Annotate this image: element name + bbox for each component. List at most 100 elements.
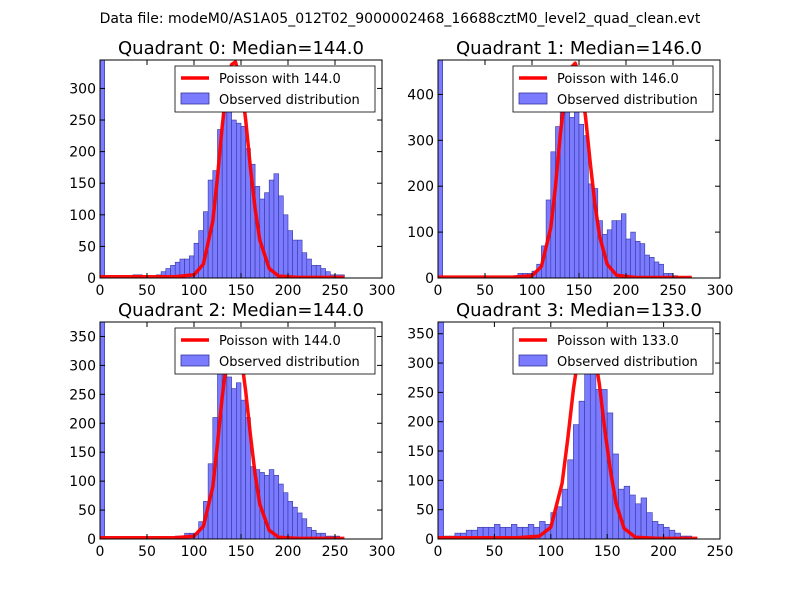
quadrant-0-bar-33 [297, 239, 303, 278]
quadrant-1-bar-16 [583, 135, 589, 278]
quadrant-0-ytick-label-1: 50 [78, 239, 96, 255]
quadrant-0-bars [100, 60, 345, 278]
quadrant-0-bar-34 [301, 252, 308, 278]
quadrant-2-xtick-label-5: 250 [322, 544, 349, 560]
quadrant-0-bar-0 [100, 60, 105, 278]
quadrant-1-bar-13 [569, 117, 575, 278]
quadrant-3-legend-poisson-label: Poisson with 133.0 [557, 334, 679, 349]
quadrant-1-xtick-label-1: 50 [476, 283, 494, 299]
quadrant-3-bar-28 [595, 389, 602, 539]
quadrant-0-bar-32 [292, 239, 298, 278]
quadrant-1-chart: Quadrant 1: Median=146.0 0 50 100 150 200 250 3… [407, 38, 733, 299]
quadrant-2-bar-23 [278, 483, 284, 539]
quadrant-1-bar-28 [639, 243, 646, 278]
quadrant-2-legend: Poisson with 144.0 Observed distribution [174, 327, 376, 375]
quadrant-0-ytick-label-0: 0 [87, 271, 96, 287]
quadrant-2-bar-13 [231, 388, 237, 539]
quadrant-0-xtick-label-4: 200 [275, 283, 302, 299]
quadrant-2-xtick-label-1: 50 [138, 544, 156, 560]
quadrant-2-ytick-label-5: 250 [69, 387, 96, 403]
quadrant-2-legend-poisson-label: Poisson with 144.0 [219, 334, 341, 349]
quadrant-0-legend: Poisson with 144.0 Observed distribution [174, 65, 376, 113]
quadrant-0-bar-21 [240, 126, 246, 278]
quadrant-0-xtick-label-3: 150 [228, 283, 255, 299]
quadrant-3-bar-23 [567, 459, 574, 539]
quadrant-3-ytick-label-6: 300 [407, 356, 434, 372]
quadrant-2-ytick-label-7: 350 [69, 329, 96, 345]
quadrant-1-bar-15 [578, 123, 584, 278]
quadrant-1-bar-25 [625, 238, 631, 278]
quadrant-2-chart: Quadrant 2: Median=144.0 0 50 100 150 200 250 3… [69, 300, 395, 560]
quadrant-2-ytick-label-6: 300 [69, 358, 96, 374]
quadrant-0-ytick-label-3: 150 [69, 176, 96, 192]
quadrant-2-bar-14 [236, 382, 242, 539]
quadrant-1-title: Quadrant 1: Median=146.0 [456, 38, 702, 59]
quadrant-1-ytick-label-3: 300 [407, 133, 434, 149]
figure-suptitle: Data file: modeM0/AS1A05_012T02_90000024… [100, 11, 701, 27]
quadrant-2-bar-25 [287, 501, 293, 539]
quadrant-0-xtick-label-2: 100 [181, 283, 208, 299]
quadrant-0-legend-bar-swatch [180, 92, 210, 105]
quadrant-1-ytick-label-1: 100 [407, 225, 434, 241]
quadrant-3-bar-38 [652, 521, 659, 539]
quadrant-2-ytick-label-2: 100 [69, 474, 96, 490]
quadrant-0-xtick-label-1: 50 [138, 283, 156, 299]
quadrant-2-bar-0 [100, 322, 105, 539]
quadrant-1-ytick-label-4: 400 [407, 87, 434, 103]
quadrant-1-bar-17 [588, 183, 594, 278]
quadrant-1-legend-bar-swatch [518, 92, 548, 105]
quadrant-0-poisson-line [100, 60, 345, 278]
quadrant-1-xtick-label-3: 150 [566, 283, 593, 299]
quadrant-1-xtick-label-5: 250 [660, 283, 687, 299]
quadrant-2-title: Quadrant 2: Median=144.0 [118, 300, 364, 321]
quadrant-3-ytick-label-2: 100 [407, 473, 434, 489]
quadrant-1-bar-27 [635, 240, 641, 278]
quadrant-3-ytick-label-4: 200 [407, 415, 434, 431]
quadrant-3-bar-21 [556, 506, 563, 539]
quadrant-0-bar-31 [287, 230, 293, 278]
quadrant-1-xtick-label-0: 0 [434, 283, 443, 299]
quadrant-0-xtick-label-5: 250 [322, 283, 349, 299]
quadrant-0-xtick-label-6: 300 [369, 283, 396, 299]
quadrant-3-ytick-label-7: 350 [407, 327, 434, 343]
quadrant-0-ytick-label-2: 100 [69, 208, 96, 224]
quadrant-2-bar-28 [301, 518, 308, 539]
quadrant-3-bar-25 [578, 400, 585, 539]
quadrant-3-title: Quadrant 3: Median=133.0 [456, 300, 702, 321]
quadrant-3-bar-27 [589, 362, 597, 539]
quadrant-1-xtick-label-2: 100 [519, 283, 546, 299]
quadrant-0-chart: Quadrant 0: Median=144.0 0 50 100 150 200 250 3… [69, 38, 395, 299]
quadrant-1-bar-23 [616, 220, 622, 278]
quadrant-0-title: Quadrant 0: Median=144.0 [118, 38, 364, 59]
quadrant-2-xtick-label-6: 300 [369, 544, 396, 560]
quadrant-0-bar-27 [268, 179, 275, 278]
quadrant-3-xtick-label-5: 250 [707, 544, 734, 560]
quadrant-1-ytick-label-0: 0 [425, 271, 434, 287]
quadrant-2-bar-12 [226, 376, 232, 539]
quadrant-1-bar-30 [649, 257, 655, 278]
quadrant-3-bar-0 [438, 322, 444, 539]
quadrant-3-xtick-label-2: 100 [537, 544, 564, 560]
quadrant-2-ytick-label-4: 200 [69, 416, 96, 432]
quadrant-panels: Quadrant 0: Median=144.0 0 50 100 150 200 250 3… [69, 38, 733, 560]
quadrant-1-bar-31 [653, 261, 660, 278]
quadrant-2-bars [100, 322, 340, 539]
quadrant-3-ytick-label-5: 250 [407, 385, 434, 401]
quadrant-3-legend-bar-swatch [518, 354, 548, 367]
quadrant-2-xtick-label-3: 150 [228, 544, 255, 560]
quadrant-3-ytick-label-1: 50 [416, 503, 434, 519]
quadrant-1-legend: Poisson with 146.0 Observed distribution [512, 65, 714, 113]
quadrant-0-bar-19 [231, 119, 237, 278]
quadrant-0-bar-29 [278, 195, 284, 278]
quadrant-2-xtick-label-4: 200 [275, 544, 302, 560]
quadrant-0-xtick-label-0: 0 [96, 283, 105, 299]
quadrant-0-bar-35 [306, 258, 312, 278]
quadrant-0-bar-30 [282, 214, 289, 278]
quadrant-3-bar-37 [646, 512, 653, 539]
quadrant-2-legend-bar-swatch [180, 354, 210, 367]
quadrant-2-bar-15 [240, 399, 246, 539]
quadrant-3-xtick-label-1: 50 [485, 544, 503, 560]
quadrant-3-ytick-label-0: 0 [425, 532, 434, 548]
quadrant-2-bar-22 [273, 475, 279, 539]
